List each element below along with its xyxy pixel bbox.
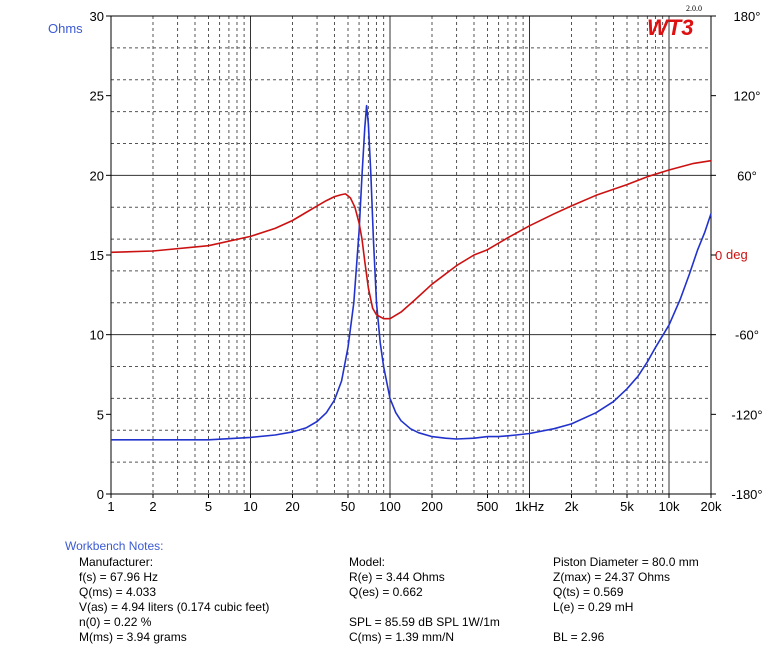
version-label: 2.0.0: [686, 4, 702, 13]
y-left-tick-label: 30: [90, 9, 104, 24]
y-right-tick-label: 0: [715, 248, 722, 263]
note-col3-line: Z(max) = 24.37 Ohms: [553, 570, 671, 584]
note-col2-line: SPL = 85.59 dB SPL 1W/1m: [349, 615, 500, 629]
note-col1-line: V(as) = 4.94 liters (0.174 cubic feet): [79, 600, 270, 614]
x-tick-label: 50: [341, 499, 355, 514]
x-tick-label: 10k: [659, 499, 680, 514]
x-tick-labels: 1 2 5 10 20 50 100 200 500 1kHz 2k 5k 10k 20k: [107, 494, 722, 514]
y-left-tick-label: 15: [90, 248, 104, 263]
x-tick-label: 2: [149, 499, 156, 514]
chart-series: [110, 104, 712, 441]
impedance-series-line: [111, 104, 712, 441]
x-tick-label: 500: [477, 499, 499, 514]
note-col1-line: f(s) = 67.96 Hz: [79, 570, 159, 584]
y-left-tick-label: 10: [90, 328, 104, 343]
note-col2-line: R(e) = 3.44 Ohms: [349, 570, 445, 584]
x-tick-label: 20k: [701, 499, 722, 514]
y-left-tick-label: 25: [90, 89, 104, 104]
workbench-notes-title: Workbench Notes:: [65, 539, 164, 553]
y-right-tick-label: 180°: [734, 9, 761, 24]
note-col1-line: n(0) = 0.22 %: [79, 615, 152, 629]
x-tick-label: 2k: [565, 499, 579, 514]
x-tick-label: 20: [285, 499, 299, 514]
y-left-tick-label: 20: [90, 168, 104, 183]
y-right-tick-labels: -180° -120° -60° 0 60° 120° 180°: [711, 9, 763, 502]
note-col3-line: Q(ts) = 0.569: [553, 585, 624, 599]
y-left-tick-label: 0: [97, 487, 104, 502]
x-tick-label: 100: [379, 499, 401, 514]
y-left-tick-labels: 0 5 10 15 20 25 30: [90, 9, 111, 502]
note-col3-line: BL = 2.96: [553, 630, 605, 644]
x-tick-label: 1kHz: [515, 499, 545, 514]
x-tick-label: 10: [243, 499, 257, 514]
plot-frame: [110, 15, 712, 495]
y-right-axis-label: deg: [726, 247, 748, 262]
y-right-tick-label: -120°: [731, 407, 762, 422]
note-col3-line: Piston Diameter = 80.0 mm: [553, 555, 699, 569]
note-col2-line: Model:: [349, 555, 386, 569]
phase-series-line: [110, 159, 712, 320]
note-col1-line: M(ms) = 3.94 grams: [79, 630, 187, 644]
y-right-tick-label: -180°: [731, 487, 762, 502]
y-right-tick-label: 120°: [734, 89, 761, 104]
note-col1-line: Manufacturer:: [79, 555, 154, 569]
wt3-logo: WT3: [647, 15, 693, 40]
y-right-tick-label: -60°: [735, 328, 759, 343]
note-col2-line: C(ms) = 1.39 mm/N: [349, 630, 455, 644]
x-tick-label: 1: [107, 499, 114, 514]
x-tick-label: 200: [421, 499, 443, 514]
note-col2-line: Q(es) = 0.662: [349, 585, 423, 599]
y-left-tick-label: 5: [97, 407, 104, 422]
x-tick-label: 5k: [620, 499, 634, 514]
note-col1-line: Q(ms) = 4.033: [79, 585, 157, 599]
chart-grid: [111, 16, 711, 494]
y-right-tick-label: 60°: [737, 168, 757, 183]
impedance-chart: 1 2 5 10 20 50 100 200 500 1kHz 2k 5k 10k 20k 0510152…: [48, 4, 763, 514]
note-col3-line: L(e) = 0.29 mH: [553, 600, 634, 614]
x-tick-label: 5: [205, 499, 212, 514]
y-left-axis-label: Ohms: [48, 21, 83, 36]
